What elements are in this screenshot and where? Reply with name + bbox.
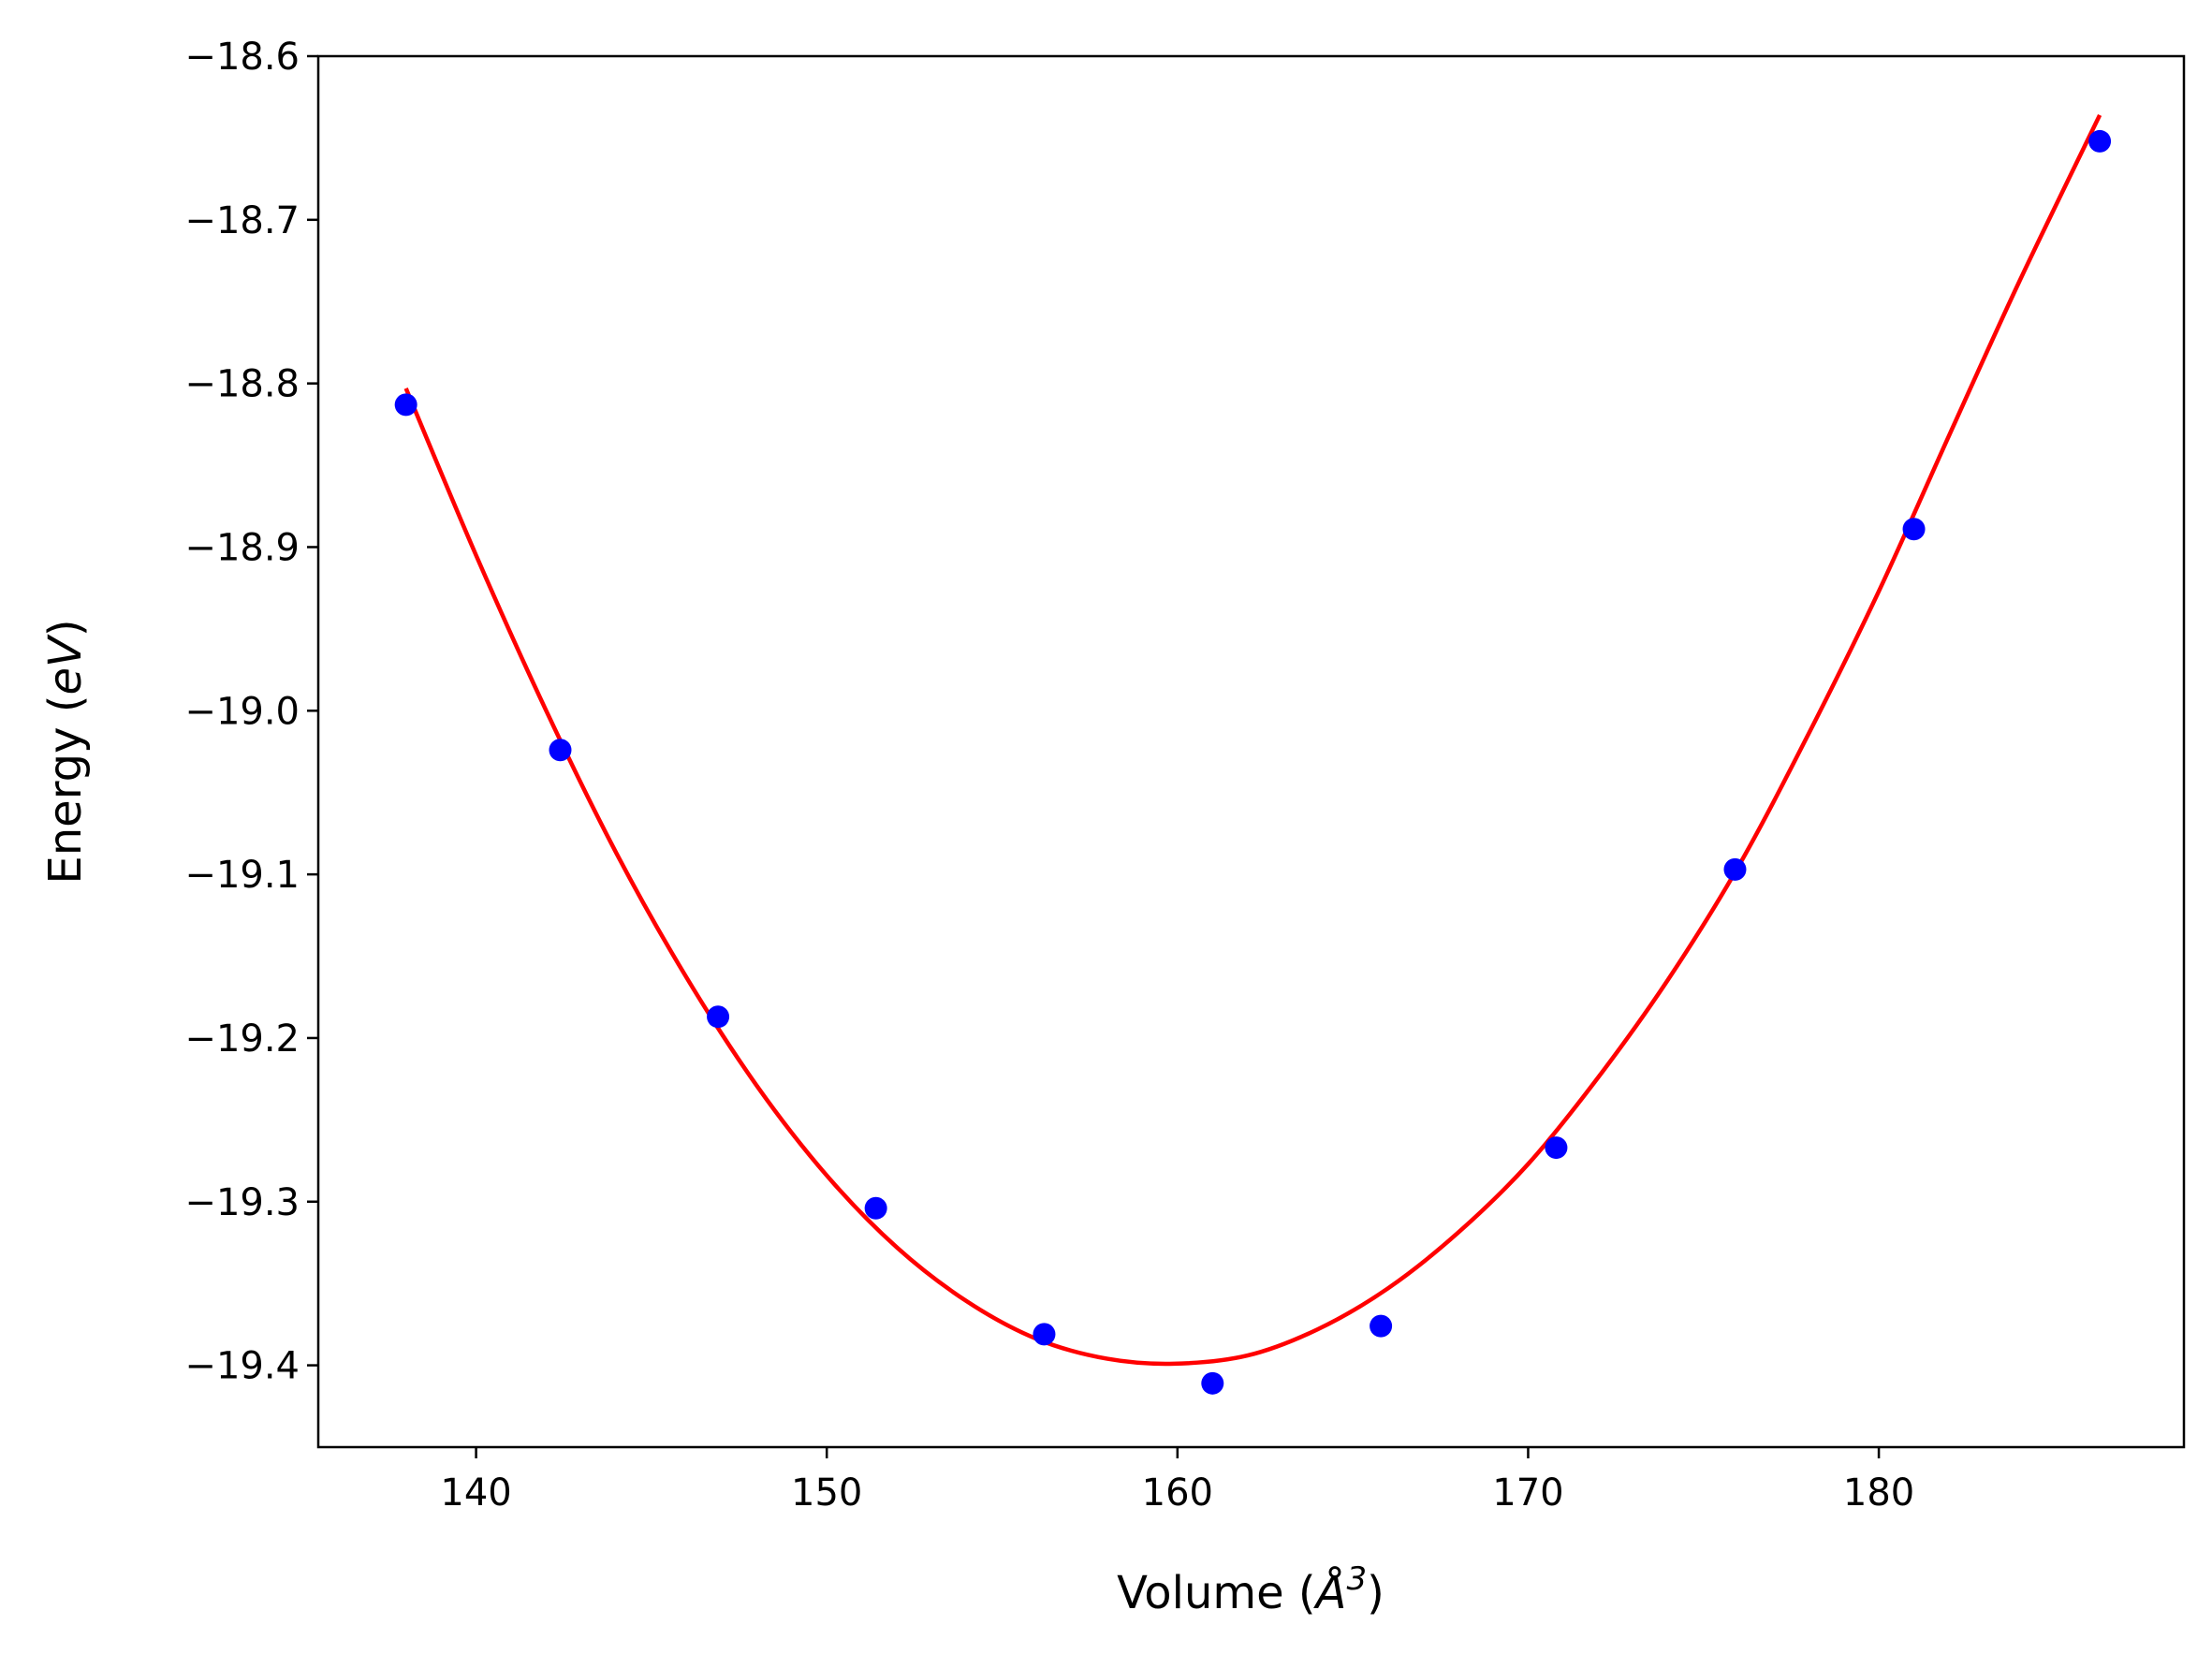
data-point	[1033, 1323, 1056, 1346]
data-point	[1370, 1314, 1393, 1338]
data-point	[1902, 518, 1926, 541]
y-tick-label: −18.7	[184, 199, 300, 242]
plot-layer	[394, 113, 2112, 1395]
data-point	[1723, 857, 1747, 881]
data-point	[1545, 1136, 1568, 1160]
data-point	[864, 1196, 887, 1220]
fit-curve	[403, 113, 2102, 1367]
y-axis-label: Energy (eV)	[39, 619, 92, 884]
data-point	[394, 393, 417, 417]
y-tick-label: −19.2	[184, 1017, 300, 1061]
data-point	[549, 739, 572, 762]
data-point	[707, 1005, 730, 1029]
y-tick-label: −19.1	[184, 854, 300, 897]
y-tick-label: −18.8	[184, 363, 300, 406]
y-axis-label-prefix: Energy (	[39, 695, 92, 885]
x-axis-label-exponent: 3	[1346, 1560, 1367, 1598]
ticks-layer: −19.4 −19.3 −19.2 −19.1 −19.0 −18.9 −18.8 −18.7…	[184, 36, 1914, 1515]
axes-frame	[316, 54, 2186, 1449]
x-tick-label: 150	[791, 1471, 862, 1515]
x-axis-label-prefix: Volume (	[1117, 1567, 1316, 1619]
x-tick-label: 180	[1843, 1471, 1914, 1515]
y-tick-label: −18.9	[184, 526, 300, 569]
data-point	[1201, 1371, 1224, 1395]
x-tick-label: 160	[1142, 1471, 1213, 1515]
x-tick-label: 170	[1492, 1471, 1563, 1515]
y-tick-label: −19.4	[184, 1345, 300, 1388]
y-axis-label-unit: eV	[39, 634, 92, 695]
y-tick-label: −18.6	[184, 36, 300, 79]
x-axis-label-suffix: )	[1367, 1567, 1384, 1619]
x-axis-label-unit: Å	[1313, 1566, 1347, 1619]
x-axis-label: Volume (Å3)	[1117, 1560, 1384, 1619]
y-tick-label: −19.3	[184, 1181, 300, 1224]
y-axis-label-suffix: )	[39, 619, 92, 637]
data-point	[2088, 129, 2112, 153]
x-tick-label: 140	[440, 1471, 511, 1515]
y-tick-label: −19.0	[184, 690, 300, 733]
